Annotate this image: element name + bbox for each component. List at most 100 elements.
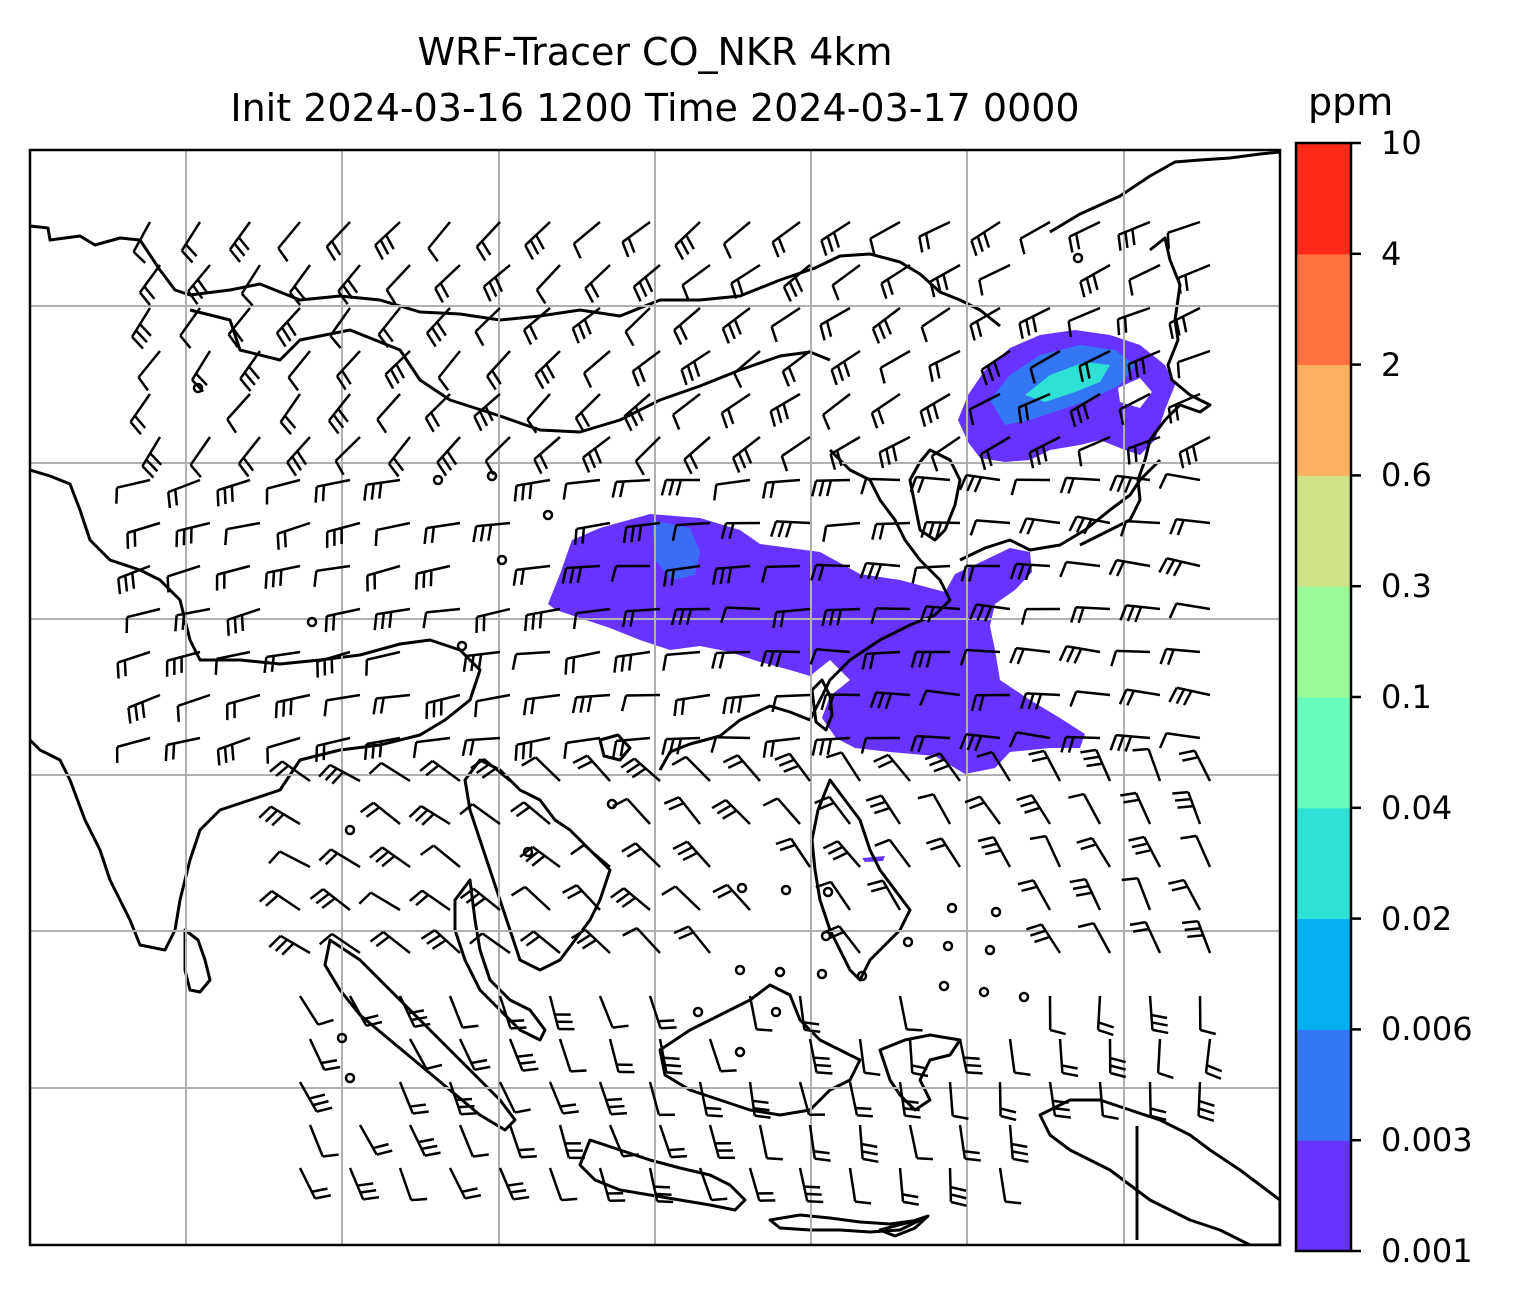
wind-barb: [514, 736, 551, 761]
wind-barb: [308, 1124, 339, 1158]
wind-barb: [308, 1038, 341, 1072]
wind-barb: [648, 1167, 674, 1204]
colorbar-tick-label: 0.006: [1381, 1010, 1473, 1049]
wind-barb: [858, 1124, 879, 1164]
wind-barb: [434, 264, 461, 303]
wind-barb: [980, 349, 1011, 386]
calm-wind-circle: [946, 902, 958, 914]
wind-barb: [819, 306, 851, 341]
wind-barb: [368, 761, 411, 783]
calm-wind-circle: [816, 968, 828, 980]
wind-barb: [610, 887, 651, 911]
wind-barb: [758, 1124, 783, 1161]
wind-barb: [398, 1167, 428, 1202]
wind-barbs: [115, 220, 1223, 1207]
wind-barb: [363, 478, 401, 501]
wind-barb: [622, 521, 661, 544]
wind-barb: [1198, 995, 1217, 1036]
wind-barb: [369, 930, 411, 954]
wind-barb: [325, 221, 351, 262]
wind-barb: [548, 1081, 579, 1115]
colorbar-tick-label: 0.3: [1381, 567, 1432, 606]
wind-barb: [548, 995, 575, 1031]
wind-barb: [1168, 602, 1211, 619]
wind-barb: [165, 650, 201, 677]
wind-barb: [1059, 560, 1101, 578]
wind-barb: [1028, 435, 1061, 469]
wind-barb: [365, 650, 401, 676]
wind-barb: [798, 1081, 826, 1117]
wind-barb: [385, 264, 411, 305]
wind-barb: [419, 844, 461, 868]
wind-barb: [720, 521, 761, 540]
wind-barb: [558, 1038, 587, 1073]
wind-barb: [632, 264, 661, 302]
wind-barb: [398, 1081, 429, 1115]
wind-barb: [624, 307, 651, 347]
wind-barb: [722, 693, 761, 715]
wind-barb: [240, 264, 262, 307]
calm-wind-circle: [1018, 991, 1030, 1003]
wind-barb: [1076, 836, 1112, 868]
wind-barb: [782, 264, 811, 302]
wind-barb: [970, 693, 1011, 712]
colorbar-tick-label: 0.6: [1381, 456, 1432, 495]
wind-barb: [572, 754, 611, 782]
wind-barb: [661, 736, 701, 756]
wind-barb: [648, 995, 677, 1030]
wind-barb: [1060, 735, 1101, 753]
wind-barb: [721, 307, 751, 344]
calm-wind-circle: [336, 1032, 348, 1044]
wind-barb: [608, 1038, 635, 1074]
colorbar-tick-label: 0.003: [1381, 1121, 1473, 1160]
coastline-lesser-sunda: [768, 1213, 922, 1234]
wind-barb: [811, 478, 851, 497]
wind-barb: [964, 795, 1002, 825]
wind-barb: [663, 564, 701, 587]
wind-barb: [930, 435, 961, 472]
wind-barb: [287, 350, 311, 392]
wind-barb: [448, 1167, 482, 1200]
wind-barb: [175, 521, 211, 548]
wind-barb: [286, 436, 311, 477]
wind-barb: [562, 478, 601, 500]
tracer-plume-south-china: [548, 514, 1085, 774]
wind-barb: [572, 607, 611, 630]
wind-barb: [969, 306, 1001, 341]
co-tracer-field: [548, 330, 1175, 862]
wind-barb: [810, 563, 851, 581]
map-frame: [28, 148, 1282, 1247]
wind-barb: [898, 1081, 921, 1119]
wind-barb: [377, 307, 401, 349]
wind-barb: [436, 436, 461, 477]
wind-barb: [523, 607, 561, 632]
wind-barb: [258, 890, 301, 912]
wind-barb: [771, 220, 801, 258]
wind-barb: [722, 754, 761, 782]
wind-barb: [1008, 1038, 1031, 1076]
wind-barb: [775, 837, 812, 868]
wind-barb: [917, 793, 952, 825]
wind-barb: [929, 263, 961, 298]
colorbar-segment: [1296, 1140, 1351, 1252]
wind-barb: [498, 1167, 530, 1201]
wind-barb: [708, 1038, 737, 1073]
wind-barb: [948, 1081, 969, 1121]
wind-barb: [820, 693, 861, 711]
wind-barb: [348, 1167, 380, 1201]
wind-barb: [180, 221, 202, 264]
wind-barb: [722, 221, 751, 259]
wind-barb: [1058, 1038, 1079, 1078]
wind-barb: [672, 840, 711, 868]
wind-barb: [1016, 794, 1052, 825]
calm-wind-circle: [902, 936, 914, 948]
wind-barb: [384, 350, 411, 390]
wind-barb: [831, 263, 861, 301]
wind-barb: [1158, 731, 1201, 749]
wind-barb: [958, 1124, 981, 1162]
wind-barb: [969, 519, 1011, 536]
calm-wind-circle: [542, 509, 554, 521]
wind-barb: [472, 521, 511, 543]
wind-barb: [673, 693, 711, 717]
wind-barb: [348, 995, 383, 1028]
